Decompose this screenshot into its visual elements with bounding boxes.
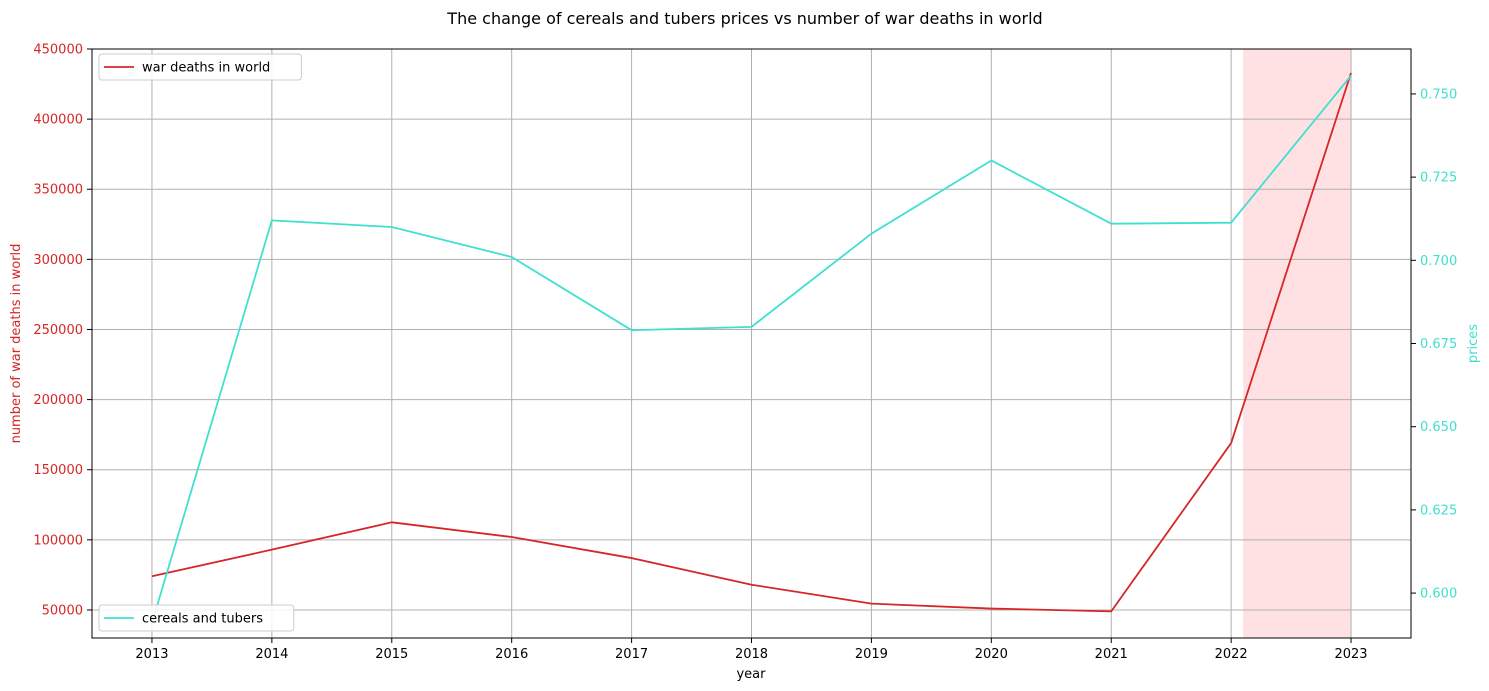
x-axis-label: year: [736, 667, 766, 682]
x-tick-label: 2022: [1215, 647, 1248, 662]
right-y-tick-label: 0.725: [1420, 171, 1457, 186]
x-tick-label: 2015: [375, 647, 408, 662]
legend-box: [98, 53, 302, 81]
highlight-span: [1243, 49, 1352, 638]
left-y-tick-label: 450000: [33, 43, 83, 58]
x-tick-label: 2020: [975, 647, 1008, 662]
chart-title: The change of cereals and tubers prices …: [446, 9, 1042, 28]
left-y-tick-label: 350000: [33, 183, 83, 198]
right-y-tick-label: 0.625: [1420, 503, 1457, 518]
x-tick-label: 2013: [135, 647, 168, 662]
x-tick-label: 2016: [495, 647, 528, 662]
right-y-axis-label: prices: [1466, 324, 1481, 363]
left-y-axis: 50000 100000 150000 200000 250000 300000 35000…: [33, 43, 92, 618]
x-axis: 2013 2014 2015 2016 2017 2018 2019 2020 2021 2022…: [135, 638, 1368, 662]
legend-box: [98, 604, 295, 632]
left-y-tick-label: 150000: [33, 463, 83, 478]
right-y-tick-label: 0.700: [1420, 254, 1457, 269]
legend-label: war deaths in world: [142, 61, 270, 76]
left-y-tick-label: 250000: [33, 323, 83, 338]
left-y-tick-label: 100000: [33, 533, 83, 548]
highlight-span-layer: [1243, 49, 1352, 638]
legend-war-deaths: war deaths in world: [98, 53, 302, 81]
left-y-tick-label: 200000: [33, 393, 83, 408]
legend-label: cereals and tubers: [142, 612, 263, 627]
left-y-tick-label: 400000: [33, 113, 83, 128]
x-tick-label: 2017: [615, 647, 648, 662]
left-y-tick-label: 300000: [33, 253, 83, 268]
x-tick-label: 2021: [1095, 647, 1128, 662]
left-y-tick-label: 50000: [42, 603, 83, 618]
right-y-tick-label: 0.600: [1420, 587, 1457, 602]
legend-cereals-tubers: cereals and tubers: [98, 604, 295, 632]
right-y-tick-label: 0.750: [1420, 87, 1457, 102]
x-tick-label: 2019: [855, 647, 888, 662]
right-y-tick-label: 0.675: [1420, 337, 1457, 352]
right-y-axis: 0.600 0.625 0.650 0.675 0.700 0.725 0.750: [1411, 87, 1457, 602]
x-tick-label: 2023: [1334, 647, 1367, 662]
right-y-tick-label: 0.650: [1420, 420, 1457, 435]
x-tick-label: 2014: [255, 647, 288, 662]
x-tick-label: 2018: [735, 647, 768, 662]
series-layer: [151, 72, 1352, 624]
left-y-axis-label: number of war deaths in world: [9, 244, 24, 444]
